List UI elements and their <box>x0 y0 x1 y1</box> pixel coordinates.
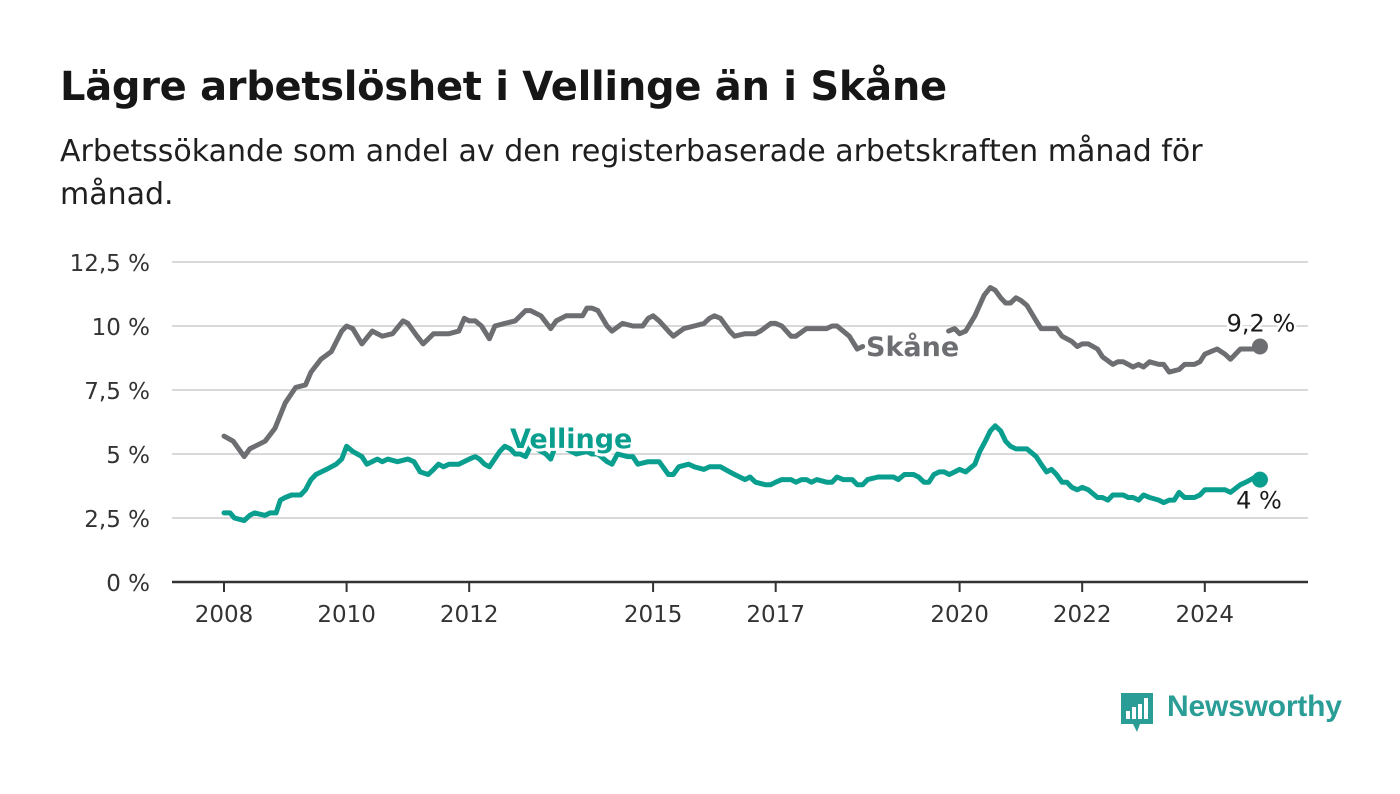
x-axis: 2008 2010 2012 2015 2017 2020 2022 2024 <box>195 582 1234 628</box>
x-tick-label: 2017 <box>746 602 805 628</box>
series-line-vellinge <box>221 423 1263 524</box>
y-tick-label: 0 % <box>106 571 150 597</box>
y-axis: 0 % 2,5 % 5 % 7,5 % 10 % 12,5 % <box>70 251 1308 597</box>
chart-title: Lägre arbetslöshet i Vellinge än i Skåne <box>60 64 947 110</box>
series-labels: Skåne Vellinge <box>507 328 962 458</box>
chart-subtitle: Arbetssökande som andel av den registerb… <box>60 134 1203 212</box>
end-marker-vellinge <box>1251 471 1268 488</box>
series-label-vellinge: Vellinge <box>510 424 632 455</box>
end-value-label-vellinge: 4 % <box>1236 487 1282 515</box>
y-tick-label: 5 % <box>106 443 150 469</box>
x-tick-label: 2012 <box>440 602 499 628</box>
y-tick-label: 12,5 % <box>70 251 150 277</box>
bar-chart-speech-bubble-icon <box>1121 693 1153 732</box>
brand-name: Newsworthy <box>1167 690 1342 723</box>
end-value-label-skane: 9,2 % <box>1227 309 1296 337</box>
x-tick-label: 2010 <box>317 602 376 628</box>
series-line-skane <box>221 285 1263 460</box>
x-tick-label: 2015 <box>624 602 683 628</box>
x-tick-label: 2008 <box>195 602 254 628</box>
y-tick-label: 10 % <box>92 315 150 341</box>
y-tick-label: 2,5 % <box>84 507 150 533</box>
x-tick-label: 2020 <box>930 602 989 628</box>
x-tick-label: 2022 <box>1053 602 1112 628</box>
end-marker-skane <box>1251 338 1268 355</box>
y-tick-label: 7,5 % <box>84 379 150 405</box>
end-markers: 9,2 % 4 % <box>1224 307 1298 517</box>
x-tick-label: 2024 <box>1176 602 1235 628</box>
series-group <box>221 285 1263 524</box>
series-label-skane: Skåne <box>866 331 959 363</box>
